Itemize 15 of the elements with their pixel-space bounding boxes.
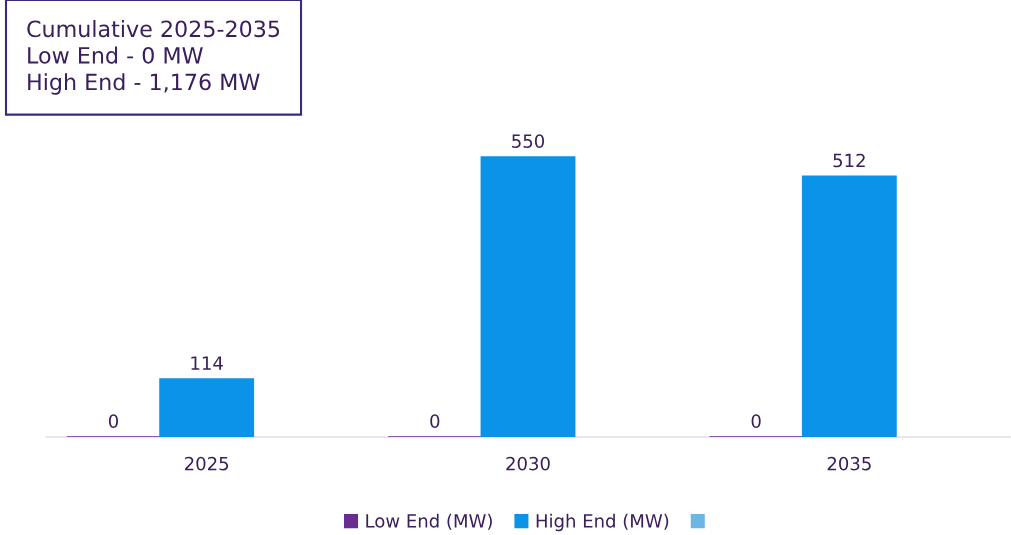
x-tick-label: 2025 [185, 456, 229, 471]
legend-label: High End (MW) [536, 513, 669, 532]
bar [801, 175, 897, 437]
data-label: 550 [512, 134, 545, 148]
data-label: 0 [108, 414, 119, 428]
text: Cumulative 2025-2035 Low End - 0 MW High End - 1,176 MW [27, 20, 280, 95]
data-label: 114 [191, 356, 223, 370]
bar [480, 156, 576, 437]
x-tick-label: 2030 [506, 456, 550, 471]
data-label: 0 [751, 414, 761, 428]
data-label: 512 [833, 153, 865, 168]
data-label: 0 [430, 414, 440, 428]
x-tick-label: 2035 [827, 456, 871, 471]
legend-label: Low End (MW) [366, 513, 492, 530]
bar [159, 378, 255, 437]
